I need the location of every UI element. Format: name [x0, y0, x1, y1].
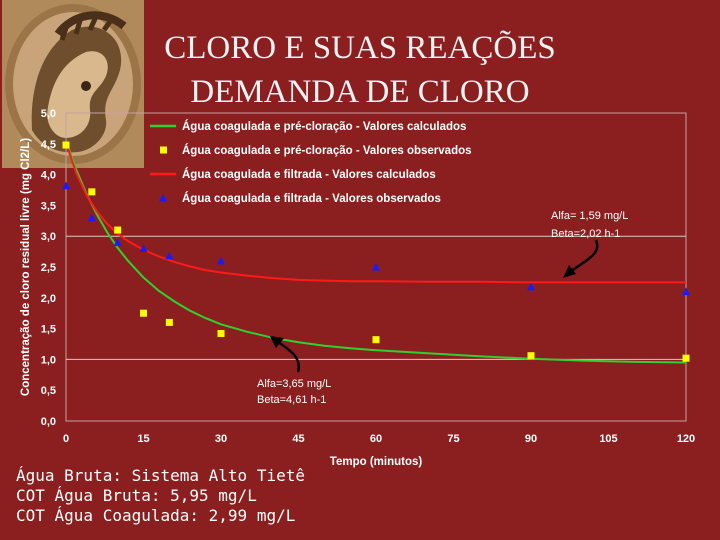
x-tick-label: 45 — [292, 433, 304, 445]
legend-label: Água coagulada e pré-cloração - Valores … — [182, 144, 472, 157]
annotation-arrowhead-filtrada — [563, 265, 576, 278]
data-point — [87, 213, 96, 222]
x-tick-label: 60 — [370, 433, 382, 445]
y-tick-label: 5,0 — [41, 108, 56, 120]
legend-label: Água coagulada e filtrada - Valores obse… — [182, 192, 441, 205]
y-tick-label: 0,5 — [41, 385, 56, 397]
x-tick-label: 120 — [677, 433, 695, 445]
y-tick-label: 3,0 — [41, 231, 56, 243]
legend: Água coagulada e pré-cloração - Valores … — [150, 120, 472, 205]
x-axis-label: Tempo (minutos) — [330, 456, 423, 468]
y-tick-label: 2,0 — [41, 293, 56, 305]
grid-lines — [66, 235, 686, 360]
data-point — [217, 256, 225, 265]
annotation-alfa-filtrada: Alfa= 1,59 mg/L — [551, 210, 628, 222]
data-point — [114, 226, 122, 234]
y-tick-label: 2,5 — [41, 262, 56, 274]
footer-line-agua-bruta: Água Bruta: Sistema Alto Tietê — [16, 466, 305, 485]
annotation-pre-cloracao: Alfa=3,65 mg/L Beta=4,61 h-1 — [257, 336, 331, 406]
x-tick-labels: 0 15 30 45 60 75 90 105 120 — [63, 433, 695, 445]
data-point — [165, 318, 173, 326]
annotation-arrow-pre-cloracao — [277, 340, 301, 373]
y-tick-label: 4,5 — [41, 139, 56, 151]
x-tick-label: 75 — [447, 433, 459, 445]
helmeted-head-emblem — [2, 0, 144, 168]
x-tick-label: 0 — [63, 433, 69, 445]
slide-title-line-2: DEMANDA DE CLORO — [190, 74, 530, 110]
data-point — [372, 336, 380, 344]
fitted-curves — [65, 140, 687, 364]
y-tick-label: 3,5 — [41, 200, 56, 212]
annotation-filtrada: Alfa= 1,59 mg/L Beta=2,02 h-1 — [551, 210, 628, 278]
data-point — [113, 238, 122, 246]
annotation-arrow-filtrada — [569, 239, 599, 274]
x-tick-label: 30 — [215, 433, 227, 445]
data-point — [682, 354, 690, 362]
annotation-beta-pre-cloracao: Beta=4,61 h-1 — [257, 394, 326, 406]
data-point — [62, 181, 70, 190]
annotation-arrowhead-pre-cloracao — [270, 336, 284, 348]
data-point — [139, 244, 148, 253]
footer-line-cot-agua-bruta: COT Água Bruta: 5,95 mg/L — [16, 486, 257, 505]
legend-swatch — [160, 146, 167, 154]
data-point — [165, 251, 174, 260]
series-line-0 — [65, 140, 687, 364]
data-point — [62, 141, 70, 149]
y-tick-label: 1,5 — [41, 324, 56, 336]
y-tick-labels: 0,0 0,5 1,0 1,5 2,0 2,5 3,0 3,5 4,0 4,5 5,0 — [41, 108, 56, 428]
y-tick-label: 1,0 — [41, 354, 56, 366]
data-point — [217, 330, 225, 338]
footer-line-cot-agua-coagulada: COT Água Coagulada: 2,99 mg/L — [16, 506, 296, 525]
legend-swatch — [159, 194, 167, 202]
x-tick-label: 15 — [137, 433, 149, 445]
data-point — [140, 309, 147, 317]
annotation-beta-filtrada: Beta=2,02 h-1 — [551, 228, 620, 240]
y-tick-label: 4,0 — [41, 170, 56, 182]
annotation-alfa-pre-cloracao: Alfa=3,65 mg/L — [257, 378, 331, 390]
legend-label: Água coagulada e pré-cloração - Valores … — [182, 120, 466, 133]
plot-area — [65, 112, 687, 422]
slide-title-line-1: CLORO E SUAS REAÇÕES — [164, 30, 556, 66]
data-point — [527, 282, 535, 291]
x-tick-label: 105 — [599, 433, 617, 445]
y-axis-label: Concentração de cloro residual livre (mg… — [20, 138, 32, 396]
y-tick-label: 0,0 — [41, 416, 56, 428]
series-line-2 — [65, 142, 686, 284]
observed-markers — [62, 141, 690, 362]
data-point — [372, 263, 380, 271]
data-point — [527, 352, 535, 360]
legend-label: Água coagulada e filtrada - Valores calc… — [182, 168, 436, 181]
data-point — [88, 188, 96, 196]
data-point — [682, 287, 690, 296]
x-tick-label: 90 — [525, 433, 537, 445]
